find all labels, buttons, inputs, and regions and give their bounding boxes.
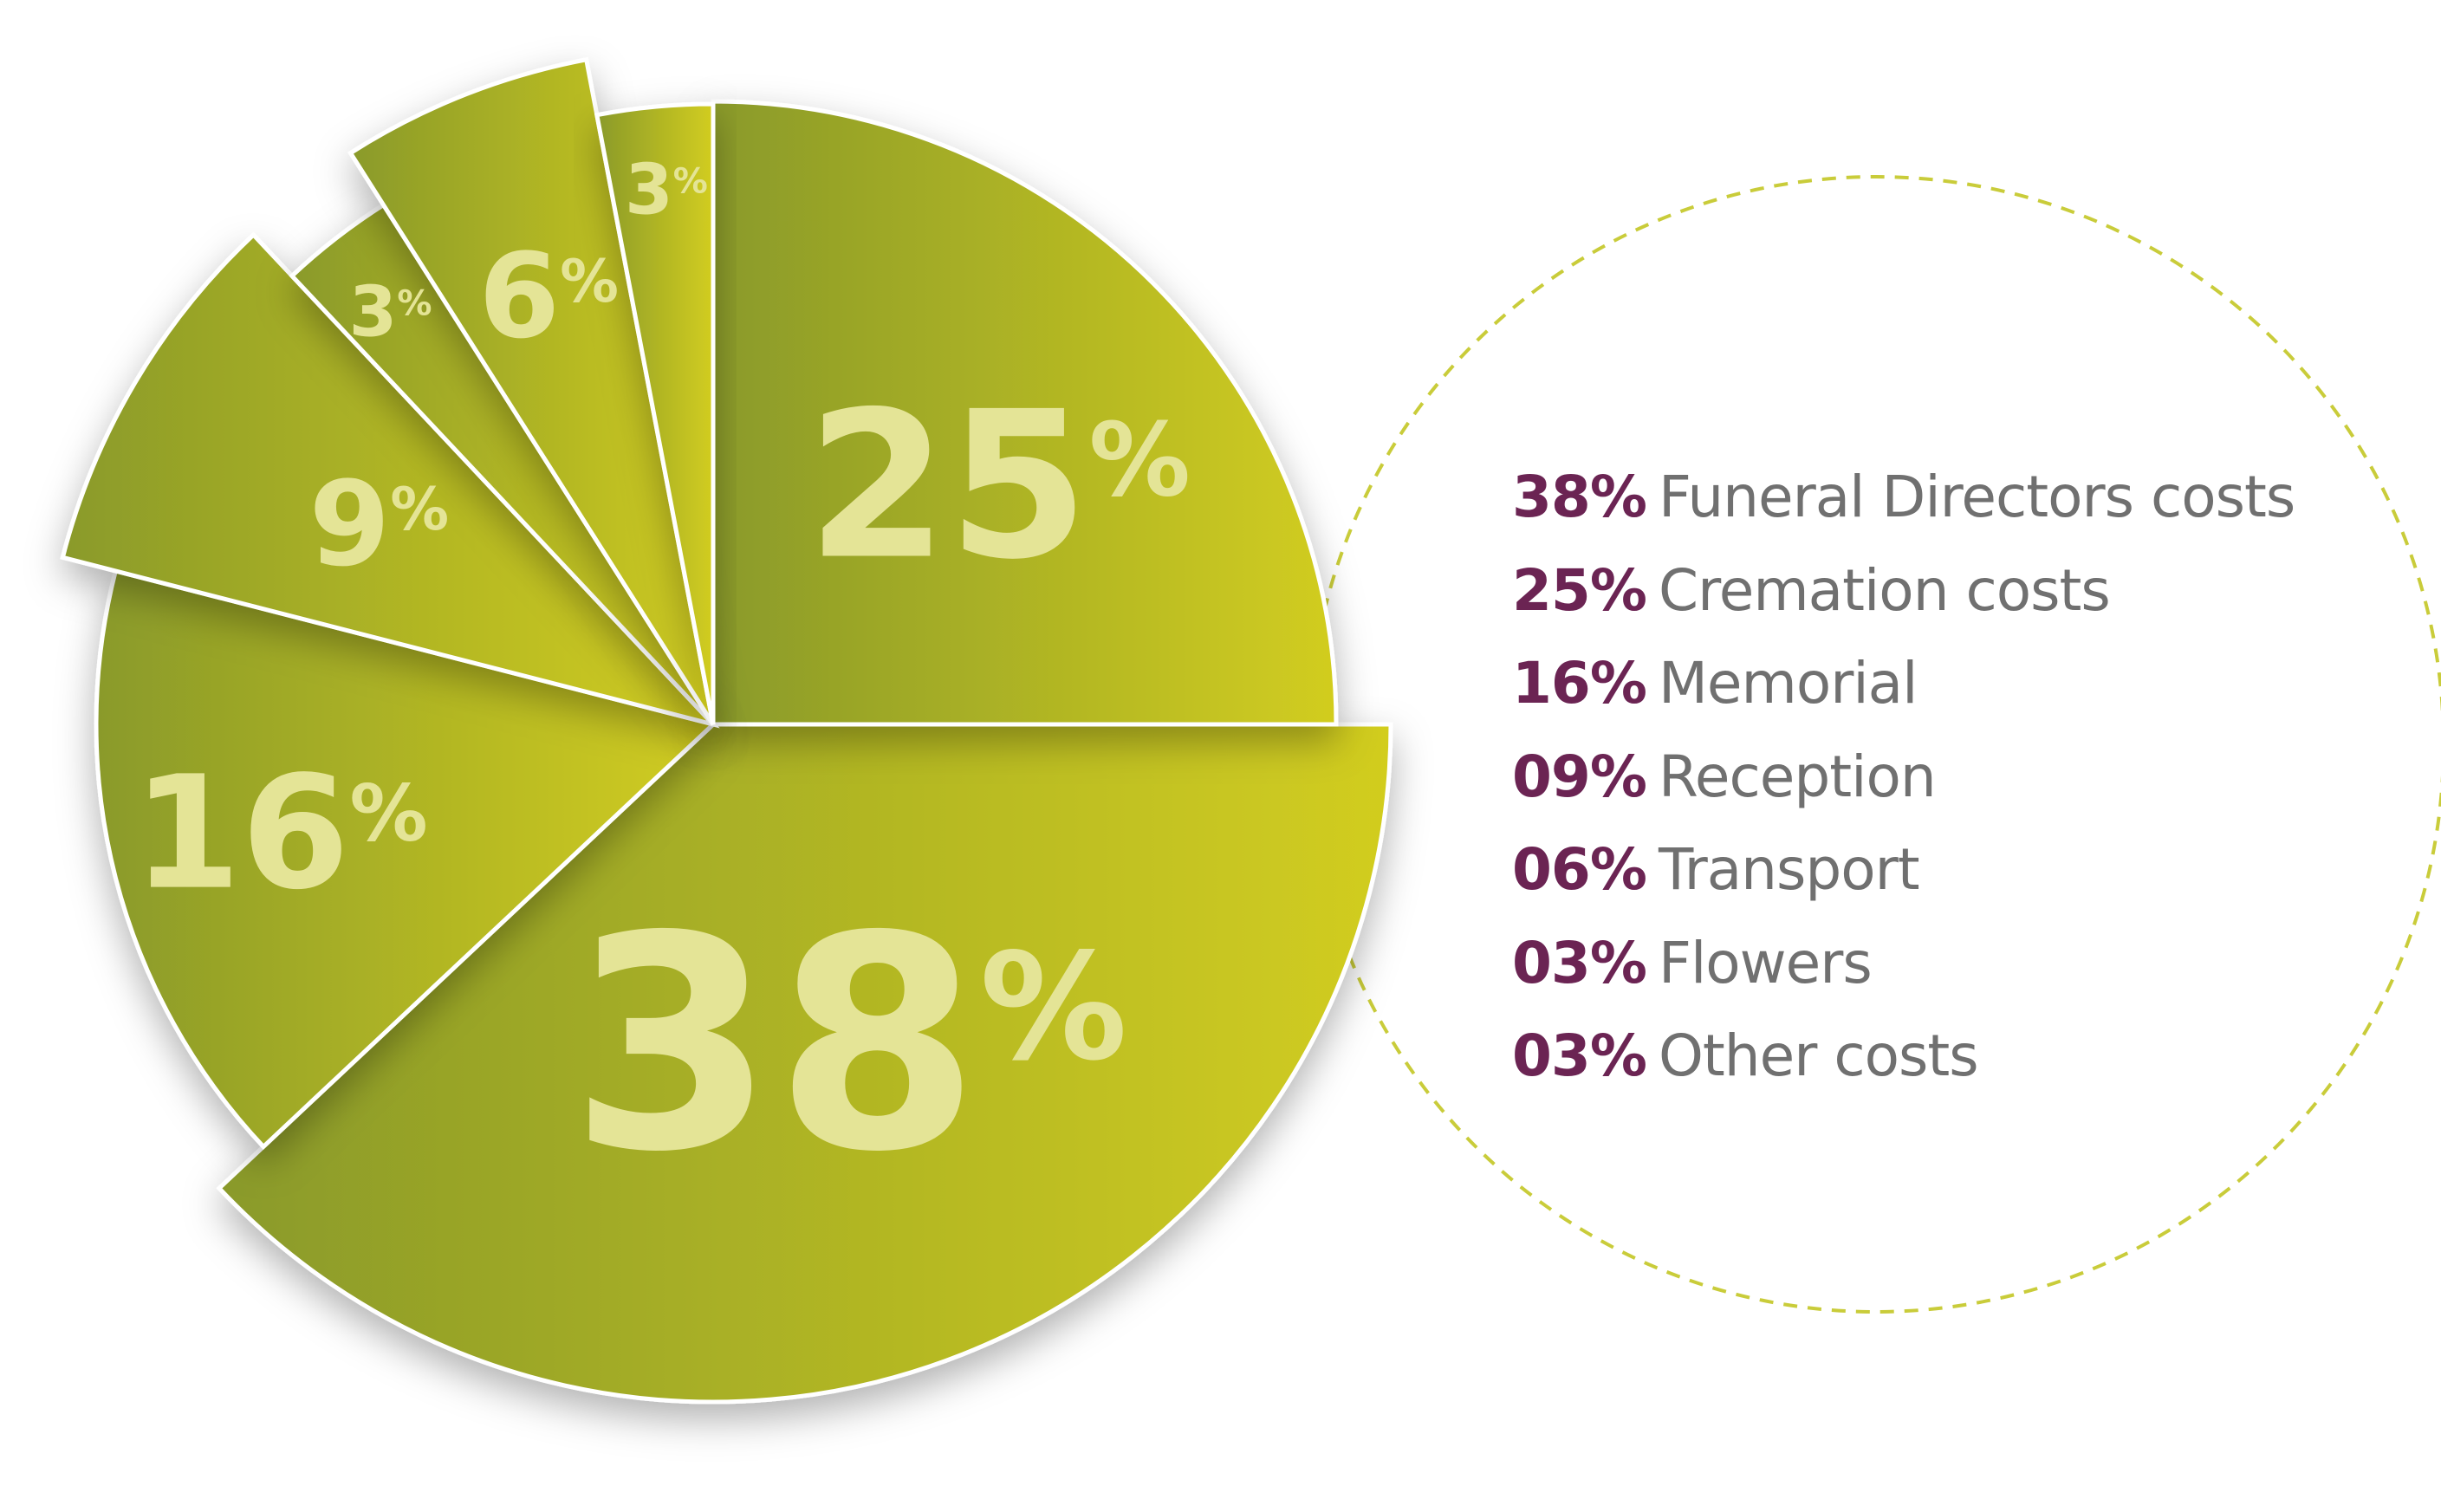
legend-label: Cremation costs <box>1658 556 2111 624</box>
legend-pct: 06% <box>1512 836 1647 903</box>
slice-label: 25% <box>807 369 1191 605</box>
slice-label: 3% <box>349 271 432 352</box>
legend-pct: 16% <box>1512 650 1647 717</box>
legend-item: 16% Memorial <box>1512 637 2295 730</box>
legend-label: Reception <box>1658 743 1937 810</box>
legend-pct: 09% <box>1512 743 1647 810</box>
legend-pct: 03% <box>1512 1022 1647 1089</box>
legend-item: 25% Cremation costs <box>1512 544 2295 638</box>
legend-label: Transport <box>1658 836 1920 903</box>
pie-slice-transport <box>347 56 716 726</box>
legend-pct: 03% <box>1512 929 1647 996</box>
pie-slice-cremation-costs <box>711 99 1339 727</box>
legend-pct: 38% <box>1512 464 1647 530</box>
pie-slice-memorial <box>94 568 718 1150</box>
pie-slice-reception <box>60 231 720 729</box>
pie-slice-funeral-directors-costs <box>216 722 1393 1405</box>
slice-label: 16% <box>133 743 428 925</box>
legend-label: Flowers <box>1658 929 1873 996</box>
slice-label: 9% <box>308 456 449 592</box>
legend-label: Funeral Directors costs <box>1658 464 2295 530</box>
slice-label: 3% <box>625 149 708 230</box>
legend-item: 06% Transport <box>1512 823 2295 917</box>
slice-label: 38% <box>570 873 1128 1217</box>
legend-item: 03% Other costs <box>1512 1009 2295 1103</box>
legend-item: 03% Flowers <box>1512 917 2295 1010</box>
legend-item: 38% Funeral Directors costs <box>1512 451 2295 544</box>
legend: 38% Funeral Directors costs 25% Cremation … <box>1512 451 2295 1103</box>
pie-slice-other-costs <box>594 101 716 725</box>
legend-item: 09% Reception <box>1512 730 2295 824</box>
legend-label: Memorial <box>1658 650 1918 717</box>
slice-label: 6% <box>478 228 619 364</box>
legend-label: Other costs <box>1658 1022 1979 1089</box>
legend-pct: 25% <box>1512 556 1647 624</box>
